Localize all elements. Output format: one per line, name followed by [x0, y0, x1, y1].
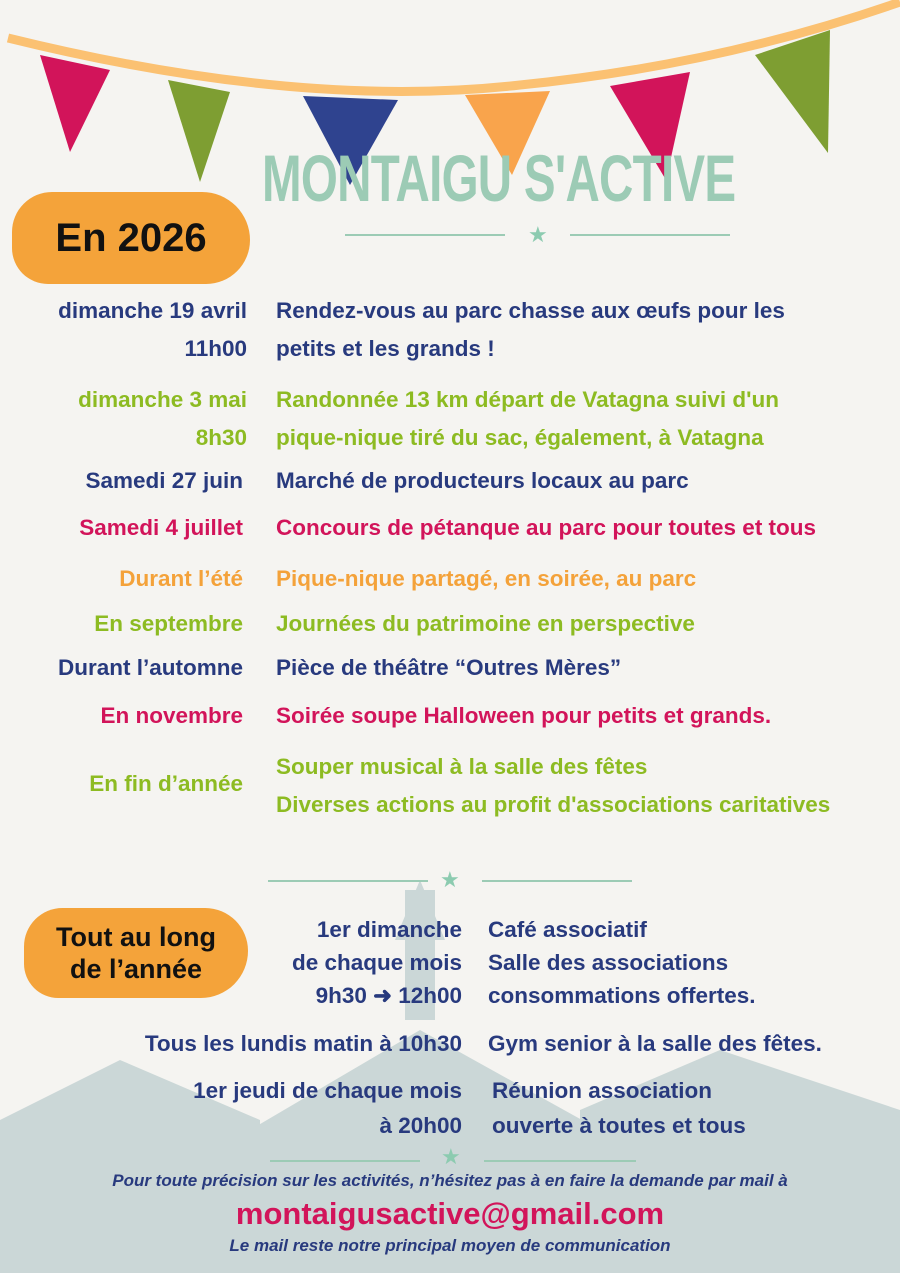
garland-string — [6, 0, 900, 96]
recurring-when-line: à 20h00 — [379, 1113, 462, 1138]
flag-blue — [303, 96, 398, 185]
recurring-what-line: Réunion association — [492, 1078, 713, 1103]
contact-email[interactable]: montaigusactive@gmail.com — [235, 1196, 665, 1231]
event-date-line: Durant l’automne — [57, 655, 243, 680]
page-title: MONTAIGU S'ACTIVE — [262, 141, 736, 215]
event-date: dimanche 3 mai 8h30 — [0, 381, 247, 457]
event-description-line: Journées du patrimoine en perspective — [276, 611, 695, 636]
flag-green-2 — [755, 30, 830, 153]
recurring-what-line: Gym senior à la salle des fêtes. — [488, 1031, 822, 1056]
event-date-line: 8h30 — [195, 425, 247, 450]
event-description: Souper musical à la salle des fêtes Diver… — [276, 748, 830, 824]
event-description: Soirée soupe Halloween pour petits et gr… — [276, 697, 771, 735]
bunting-garland — [6, 0, 900, 185]
event-date-line: dimanche 19 avril — [58, 298, 247, 323]
event-date-line: 11h00 — [184, 336, 247, 361]
event-description: Randonnée 13 km départ de Vatagna suivi … — [276, 381, 779, 457]
event-date-line: En septembre — [94, 611, 243, 636]
event-description-line: Pique-nique partagé, en soirée, au parc — [276, 566, 697, 591]
year-badge: En 2026 — [12, 192, 250, 284]
divider — [482, 880, 632, 882]
recurring-when-line: Tous les lundis matin à 10h30 — [144, 1031, 462, 1056]
event-date-line: Samedi 4 juillet — [79, 515, 243, 540]
event-date-line: En novembre — [100, 703, 243, 728]
recurring-when-line: 9h30 ➜ 12h00 — [315, 983, 462, 1008]
recurring-when-line: de chaque mois — [291, 950, 462, 975]
event-date-line: Samedi 27 juin — [85, 468, 243, 493]
recurring-what: Gym senior à la salle des fêtes. — [488, 1026, 822, 1061]
recurring-what: Réunion association ouverte à toutes et t… — [492, 1073, 746, 1143]
village-illustration — [0, 880, 900, 1273]
badge-line: de l’année — [69, 954, 203, 984]
recurring-when-line: 1er dimanche — [316, 917, 462, 942]
star-icon: ★ — [528, 222, 548, 247]
flag-pink — [40, 55, 110, 152]
star-icon: ★ — [440, 867, 460, 892]
event-description-line: Marché de producteurs locaux au parc — [276, 468, 689, 493]
recurring-when: 1er dimanche de chaque mois 9h30 ➜ 12h00 — [0, 913, 462, 1012]
event-date: Samedi 4 juillet — [0, 509, 243, 547]
recurring-what: Café associatif Salle des associations con… — [488, 913, 756, 1012]
event-description-line: Souper musical à la salle des fêtes — [276, 754, 648, 779]
event-description: Pièce de théâtre “Outres Mères” — [276, 649, 621, 687]
event-date-line: dimanche 3 mai — [78, 387, 247, 412]
event-description: Pique-nique partagé, en soirée, au parc — [276, 560, 696, 598]
recurring-what-line: consommations offertes. — [488, 983, 756, 1008]
event-description-line: Pièce de théâtre “Outres Mères” — [276, 655, 622, 680]
flag-pink-2 — [610, 72, 690, 180]
event-date: En fin d’année — [0, 765, 243, 803]
event-description: Rendez-vous au parc chasse aux œufs pour… — [276, 292, 785, 368]
recurring-when-line: 1er jeudi de chaque mois — [193, 1078, 462, 1103]
badge-line: Tout au long — [56, 922, 216, 952]
footer-note: Pour toute précision sur les activités, … — [112, 1171, 788, 1190]
recurring-what-line: ouverte à toutes et tous — [492, 1113, 746, 1138]
event-date: dimanche 19 avril 11h00 — [0, 292, 247, 368]
event-date-line: En fin d’année — [89, 771, 243, 796]
event-date: Durant l’été — [0, 560, 243, 598]
event-description-line: Rendez-vous au parc chasse aux œufs pour… — [276, 298, 785, 323]
event-description: Marché de producteurs locaux au parc — [276, 462, 689, 500]
year-round-badge: Tout au long de l’année — [24, 908, 248, 998]
event-date-line: Durant l’été — [119, 566, 243, 591]
event-description-line: pique-nique tiré du sac, également, à Va… — [276, 425, 764, 450]
divider — [268, 880, 428, 882]
event-date: Samedi 27 juin — [0, 462, 243, 500]
event-description-line: Diverses actions au profit d'association… — [276, 792, 831, 817]
event-description: Journées du patrimoine en perspective — [276, 605, 695, 643]
star-icon: ★ — [441, 1144, 461, 1169]
footer-tagline: Le mail reste notre principal moyen de c… — [229, 1236, 671, 1255]
event-description-line: petits et les grands ! — [276, 336, 495, 361]
event-date: En novembre — [0, 697, 243, 735]
recurring-when: Tous les lundis matin à 10h30 — [0, 1026, 462, 1061]
flag-green — [168, 80, 230, 182]
recurring-when: 1er jeudi de chaque mois à 20h00 — [0, 1073, 462, 1143]
event-date: En septembre — [0, 605, 243, 643]
flag-orange — [465, 91, 550, 175]
divider — [345, 234, 505, 236]
recurring-what-line: Café associatif — [488, 917, 647, 942]
recurring-what-line: Salle des associations — [488, 950, 729, 975]
event-description-line: Concours de pétanque au parc pour toutes… — [276, 515, 817, 540]
event-description-line: Randonnée 13 km départ de Vatagna suivi … — [276, 387, 779, 412]
event-description: Concours de pétanque au parc pour toutes… — [276, 509, 816, 547]
divider — [270, 1160, 420, 1162]
divider — [570, 234, 730, 236]
divider — [484, 1160, 636, 1162]
event-date: Durant l’automne — [0, 649, 243, 687]
event-description-line: Soirée soupe Halloween pour petits et gr… — [276, 703, 772, 728]
